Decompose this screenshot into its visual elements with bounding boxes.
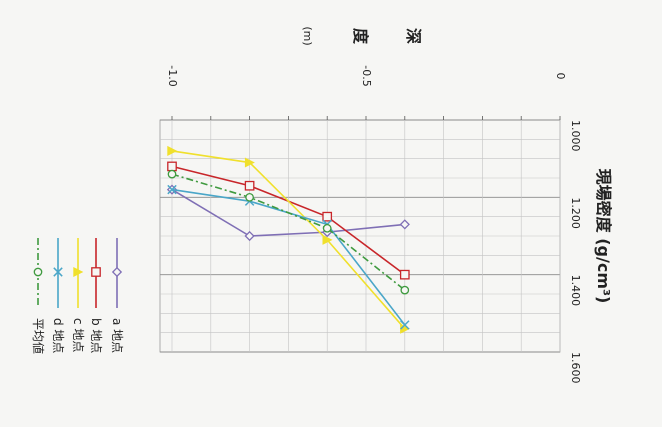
y-axis-unit: (m)	[301, 26, 314, 45]
legend-label: d 地点	[51, 318, 65, 353]
data-point	[399, 269, 410, 280]
axis-labels: 1.000 1.200 1.400 1.600 -1.0 -0.5 0 現場密度 (g/cm³…	[166, 26, 613, 383]
series-line	[171, 150, 406, 330]
data-point	[400, 285, 410, 295]
series-line	[171, 188, 405, 237]
x-tick-label: 1.200	[569, 197, 582, 229]
legend-label: 平均値	[31, 318, 46, 354]
data-point	[167, 145, 178, 156]
legend-label: b 地点	[89, 318, 103, 353]
data-point	[167, 169, 177, 179]
legend-marker	[33, 267, 43, 277]
y-tick-label: -0.5	[360, 65, 373, 86]
legend-marker	[73, 266, 84, 278]
data-point	[322, 211, 333, 222]
data-point	[167, 161, 177, 172]
data-point	[399, 219, 410, 230]
y-axis-title: 度	[351, 28, 370, 45]
legend-marker	[91, 267, 101, 277]
data-point	[400, 320, 410, 330]
x-axis-title: 現場密度 (g/cm³)	[594, 169, 613, 304]
marker-stroke	[167, 184, 177, 195]
data-point	[244, 157, 255, 168]
plot-area	[159, 116, 561, 353]
data-point	[245, 192, 254, 202]
y-tick-label: -1.0	[166, 65, 179, 86]
data-point	[322, 234, 333, 245]
legend-marker	[53, 267, 63, 277]
series-line	[171, 173, 406, 291]
data-point	[322, 223, 332, 233]
y-tick-label: 0	[554, 73, 567, 80]
legend-label: c 地点	[71, 318, 85, 352]
x-tick-label: 1.400	[569, 275, 582, 307]
y-axis-title: 深	[404, 28, 423, 44]
legend-marker	[111, 266, 123, 278]
marker-stroke	[53, 267, 63, 277]
x-tick-label: 1.000	[569, 120, 582, 152]
marker-stroke	[400, 320, 410, 330]
data-point	[167, 184, 177, 195]
x-tick-label: 1.600	[569, 352, 582, 384]
legend-label: a 地点	[110, 318, 124, 353]
data-point	[244, 180, 255, 191]
data-point	[244, 230, 255, 242]
